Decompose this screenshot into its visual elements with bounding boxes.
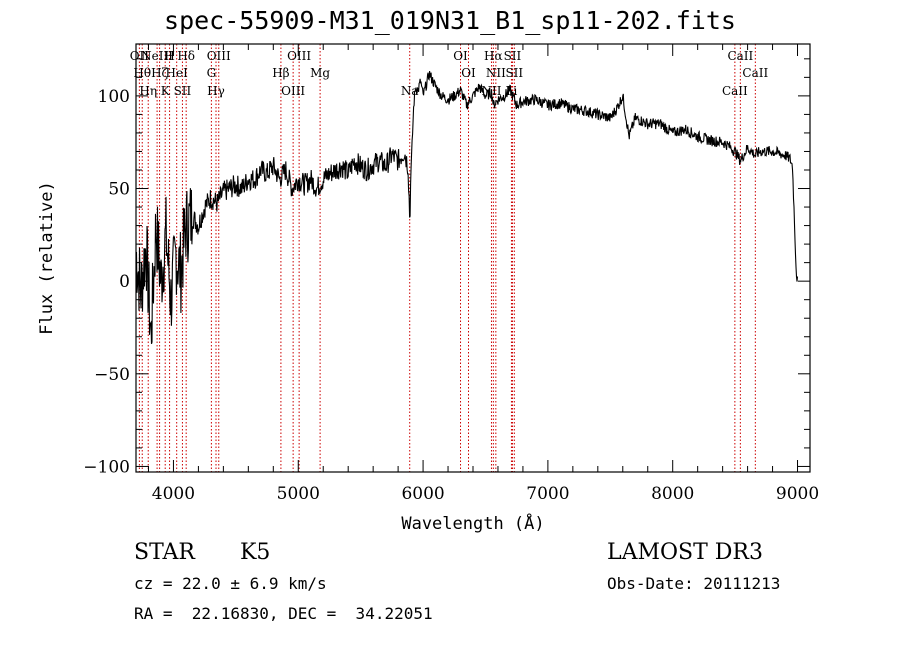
y-tick-label: −50 <box>94 365 130 385</box>
x-tick-label: 4000 <box>152 484 195 504</box>
line-label: SII <box>505 66 523 80</box>
survey-label: LAMOST DR3 <box>607 540 763 565</box>
line-label: Hα <box>484 49 503 63</box>
line-label: Hβ <box>272 66 289 80</box>
y-tick-label: 50 <box>108 180 130 200</box>
y-axis-label: Flux (relative) <box>37 181 57 335</box>
y-tick-label: 100 <box>98 87 130 107</box>
x-tick-label: 6000 <box>401 484 444 504</box>
line-label: SII <box>504 49 522 63</box>
object-class: STAR <box>134 540 195 565</box>
line-label: OI <box>453 49 468 63</box>
line-label: Mg <box>310 66 330 80</box>
redshift-text: cz = 22.0 ± 6.9 km/s <box>134 574 327 593</box>
line-label: G <box>207 66 217 80</box>
plot-frame <box>135 43 811 473</box>
y-tick-label: 0 <box>119 272 130 292</box>
line-label: NeIII <box>141 49 173 63</box>
line-label: Hζ <box>151 66 168 80</box>
line-label: H <box>164 49 174 63</box>
coordinates-text: RA = 22.16830, DEC = 34.22051 <box>134 604 433 623</box>
line-label: Hθ <box>133 66 151 80</box>
y-tick-label: −100 <box>83 457 130 477</box>
line-label: Hη <box>139 84 157 98</box>
line-label: NII <box>486 66 506 80</box>
x-tick-label: 7000 <box>526 484 569 504</box>
x-axis-label: Wavelength (Å) <box>401 512 544 534</box>
line-label: OIII <box>207 49 231 63</box>
line-label: CaII <box>742 66 768 80</box>
line-label: Hγ <box>207 84 225 98</box>
line-label: OI <box>461 66 476 80</box>
line-label: OIII <box>287 49 311 63</box>
line-label: OIII <box>281 84 305 98</box>
x-tick-label: 8000 <box>651 484 694 504</box>
line-label: HeI <box>166 66 189 80</box>
line-label: Hδ <box>177 49 195 63</box>
line-label: OII <box>130 49 150 63</box>
spectrum-line <box>136 70 799 345</box>
obs-date-text: Obs-Date: 20111213 <box>607 574 781 593</box>
line-label: CaII <box>722 84 748 98</box>
chart-title: spec-55909-M31_019N31_B1_sp11-202.fits <box>164 6 736 35</box>
line-label: CaII <box>727 49 753 63</box>
object-subclass: K5 <box>240 540 271 565</box>
line-label: K <box>161 84 171 98</box>
line-label: SII <box>174 84 192 98</box>
x-tick-label: 5000 <box>277 484 320 504</box>
x-tick-label: 9000 <box>776 484 819 504</box>
